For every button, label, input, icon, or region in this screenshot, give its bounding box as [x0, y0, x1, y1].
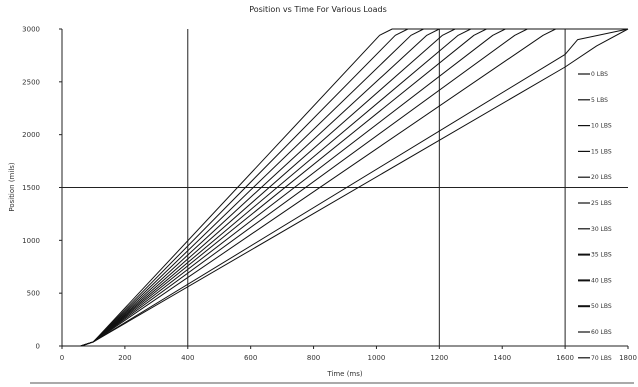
grid-lines [62, 29, 628, 346]
x-tick-label: 1000 [368, 354, 386, 362]
y-tick-label: 1000 [22, 237, 40, 245]
legend-label: 10 LBS [591, 123, 612, 130]
y-axis-label: Position (mils) [8, 162, 16, 212]
y-tick-label: 2500 [22, 78, 40, 86]
x-tick-label: 1200 [430, 354, 448, 362]
series-lines [62, 28, 629, 347]
legend-label: 40 LBS [591, 277, 612, 284]
x-tick-label: 1400 [493, 354, 511, 362]
legend-label: 0 LBS [591, 71, 608, 78]
x-axis-label: Time (ms) [326, 370, 363, 378]
y-tick-label: 0 [36, 343, 40, 351]
x-tick-label: 1600 [556, 354, 574, 362]
legend: 0 LBS 5 LBS 10 LBS 15 LBS 20 LBS 25 LBS 30 LBS… [578, 71, 612, 362]
y-tick-label: 2000 [22, 131, 40, 139]
legend-label: 30 LBS [591, 226, 612, 233]
x-tick-label: 1800 [619, 354, 637, 362]
x-tick-label: 800 [307, 354, 320, 362]
x-tick-label: 0 [60, 354, 64, 362]
series-line-12 [62, 28, 629, 347]
chart-title: Position vs Time For Various Loads [249, 5, 387, 14]
legend-label: 50 LBS [591, 303, 612, 310]
y-tick-label: 500 [27, 290, 40, 298]
legend-label: 5 LBS [591, 97, 608, 104]
legend-label: 20 LBS [591, 174, 612, 181]
x-tick-label: 200 [118, 354, 131, 362]
y-tick-label: 1500 [22, 184, 40, 192]
x-tick-label: 400 [181, 354, 194, 362]
y-tick-label: 3000 [22, 26, 40, 34]
legend-label: 15 LBS [591, 148, 612, 155]
x-tick-labels: 0 200 400 600 800 1000 1200 1400 1600 1800 [60, 346, 637, 362]
y-tick-labels: 0 500 1000 1500 2000 2500 3000 [22, 26, 62, 351]
legend-label: 60 LBS [591, 329, 612, 336]
x-tick-label: 600 [244, 354, 257, 362]
legend-label: 25 LBS [591, 200, 612, 207]
legend-label: 70 LBS [591, 355, 612, 362]
legend-label: 35 LBS [591, 252, 612, 259]
